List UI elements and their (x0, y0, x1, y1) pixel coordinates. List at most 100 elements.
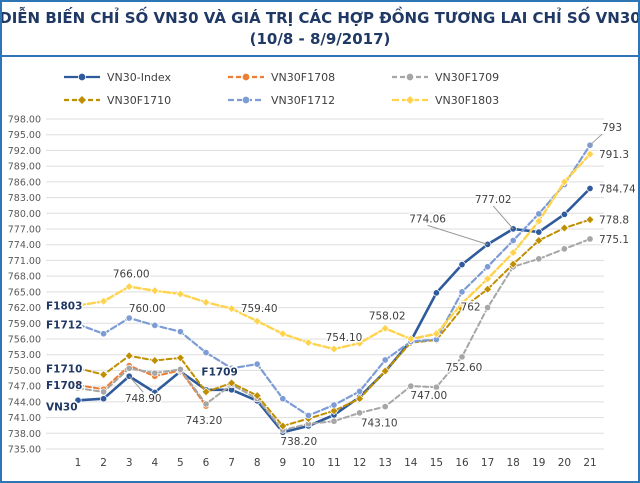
data-label: 759.40 (241, 303, 278, 315)
diamond-marker-icon (534, 216, 544, 226)
circle-marker-icon (151, 321, 159, 329)
legend-item-vn30f1710: VN30F1710 (64, 94, 171, 107)
y-tick-label: 756.00 (8, 335, 41, 346)
data-label: 754.10 (326, 332, 363, 344)
circle-marker-icon (407, 382, 415, 390)
y-tick-label: 753.00 (8, 350, 41, 361)
circle-marker-icon (100, 388, 108, 396)
label-leader-line (128, 375, 144, 393)
circle-marker-icon (458, 288, 466, 296)
diamond-marker-icon (77, 95, 87, 105)
x-tick-label: 2 (100, 457, 107, 469)
y-tick-label: 774.00 (8, 240, 41, 251)
diamond-marker-icon (124, 351, 134, 361)
y-tick-label: 777.00 (8, 225, 41, 236)
diamond-marker-icon (457, 298, 467, 308)
y-tick-label: 789.00 (8, 162, 41, 173)
circle-marker-icon (151, 369, 159, 377)
circle-marker-icon (432, 289, 440, 297)
chart-title-line1: DIỄN BIẾN CHỈ SỐ VN30 VÀ GIÁ TRỊ CÁC HỢP… (0, 9, 640, 28)
y-tick-label: 735.00 (8, 445, 41, 456)
series-name-label: F1708 (46, 380, 82, 392)
circle-marker-icon (381, 403, 389, 411)
series-name-label: F1803 (46, 300, 82, 312)
series-vn30f1709 (74, 235, 594, 434)
diamond-marker-icon (201, 387, 211, 397)
diamond-marker-icon (585, 215, 595, 225)
diamond-marker-icon (227, 378, 237, 388)
diamond-marker-icon (73, 300, 83, 310)
x-tick-label: 10 (302, 457, 315, 469)
y-tick-label: 762.00 (8, 303, 41, 314)
circle-marker-icon (535, 228, 543, 236)
x-tick-label: 4 (151, 457, 158, 469)
legend-label: VN30F1712 (271, 94, 335, 107)
data-label: 752.60 (446, 362, 483, 374)
diamond-marker-icon (585, 149, 595, 159)
y-tick-label: 786.00 (8, 177, 41, 188)
data-label: 762 (461, 302, 481, 314)
circle-marker-icon (74, 396, 82, 404)
y-tick-label: 741.00 (8, 413, 41, 424)
data-label: 791.3 (599, 149, 629, 161)
circle-marker-icon (586, 235, 594, 243)
circle-marker-icon (535, 255, 543, 263)
diamond-marker-icon (175, 289, 185, 299)
circle-marker-icon (74, 320, 82, 328)
y-tick-label: 759.00 (8, 319, 41, 330)
legend-label: VN30-Index (107, 71, 171, 84)
circle-marker-icon (560, 245, 568, 253)
x-tick-label: 14 (404, 457, 418, 469)
data-label: 743.20 (186, 415, 223, 427)
diamond-marker-icon (150, 286, 160, 296)
data-label: 784.74 (599, 183, 636, 195)
title-separator (2, 55, 638, 57)
x-tick-label: 9 (279, 457, 286, 469)
data-label: 778.8 (599, 215, 629, 227)
y-axis-labels: 735.00 738.00 741.00 744.00 747.00 750.00 753.… (8, 115, 41, 456)
circle-marker-icon (356, 387, 364, 395)
circle-marker-icon (125, 364, 133, 372)
data-label: 758.02 (369, 310, 406, 322)
legend-label: VN30F1708 (271, 71, 335, 84)
diamond-marker-icon (431, 329, 441, 339)
x-tick-label: 7 (228, 457, 235, 469)
diamond-marker-icon (252, 391, 262, 401)
circle-marker-icon (100, 395, 108, 403)
data-label: 747.00 (410, 390, 447, 402)
legend-label: VN30F1803 (435, 94, 499, 107)
circle-marker-icon (125, 314, 133, 322)
chart-title-block: DIỄN BIẾN CHỈ SỐ VN30 VÀ GIÁ TRỊ CÁC HỢP… (2, 2, 638, 55)
series-vn30f1803 (73, 149, 595, 354)
data-label: 775.1 (599, 234, 629, 246)
x-tick-label: 3 (126, 457, 133, 469)
y-tick-label: 795.00 (8, 130, 41, 141)
circle-marker-icon (330, 417, 338, 425)
diamond-marker-icon (329, 344, 339, 354)
label-leader-line (427, 224, 488, 245)
x-tick-label: 13 (379, 457, 392, 469)
diamond-marker-icon (201, 297, 211, 307)
x-tick-label: 16 (455, 457, 469, 469)
data-label: 793 (602, 122, 622, 134)
circle-marker-icon (241, 72, 251, 82)
diamond-marker-icon (252, 316, 262, 326)
circle-marker-icon (202, 349, 210, 357)
y-tick-label: 765.00 (8, 287, 41, 298)
series-name-label: F1709 (201, 367, 237, 379)
diamond-marker-icon (150, 355, 160, 365)
circle-marker-icon (458, 353, 466, 361)
x-tick-label: 1 (75, 457, 82, 469)
x-tick-label: 20 (558, 457, 571, 469)
legend-item-vn30f1803: VN30F1803 (392, 94, 499, 107)
diamond-marker-icon (406, 334, 416, 344)
diamond-marker-icon (73, 363, 83, 373)
x-tick-label: 17 (481, 457, 494, 469)
diamond-marker-icon (278, 421, 288, 431)
data-label: 774.06 (409, 213, 446, 225)
label-leader-line (492, 205, 514, 230)
series-name-label: F1712 (46, 319, 82, 331)
data-label: 777.02 (475, 194, 512, 206)
diamond-marker-icon (355, 338, 365, 348)
y-tick-label: 780.00 (8, 209, 41, 220)
